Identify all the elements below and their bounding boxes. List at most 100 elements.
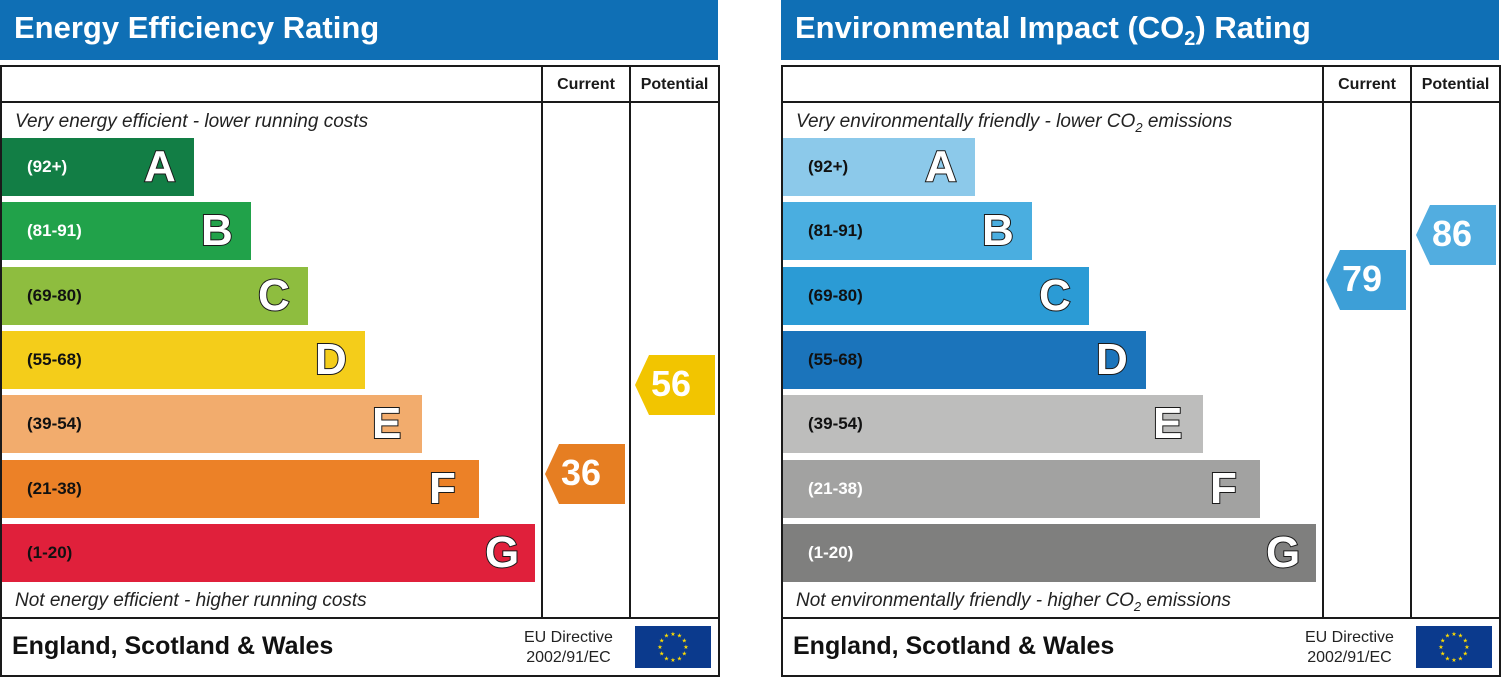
band-range-label: (69-80) (808, 286, 863, 305)
band-letter: G (484, 527, 520, 578)
band-e: (39-54) E (2, 395, 422, 453)
country-label: England, Scotland & Wales (793, 632, 1115, 660)
potential-column-header: Potential (640, 76, 709, 93)
band-range-label: (39-54) (27, 414, 82, 433)
band-c: (69-80) C (783, 267, 1089, 325)
footer-divider (2, 617, 718, 619)
eu-star-icon: ★ (659, 651, 664, 658)
band-letter: B (981, 205, 1015, 256)
footer-divider (783, 617, 1499, 619)
potential-column-divider (629, 67, 631, 617)
eu-star-icon: ★ (682, 638, 687, 645)
band-letter: C (1038, 270, 1072, 321)
eu-star-icon: ★ (1458, 655, 1463, 662)
band-letter: E (1152, 398, 1183, 449)
environment-title-bar: Environmental Impact (CO2) Rating (781, 0, 1499, 60)
current-arrow-shape (1326, 249, 1406, 310)
band-b: (81-91) B (2, 202, 251, 260)
top-desc-end: emissions (1142, 111, 1233, 132)
band-range-label: (21-38) (808, 479, 863, 498)
eu-star-icon: ★ (1463, 638, 1468, 645)
top-desc-main: Very environmentally friendly - lower CO (796, 111, 1136, 132)
energy-title-bar: Energy Efficiency Rating (0, 0, 718, 60)
band-letter: G (1265, 527, 1301, 578)
potential-arrow-shape (635, 355, 715, 416)
top-description: Very energy efficient - lower running co… (15, 111, 369, 132)
band-d: (55-68) D (2, 331, 365, 389)
bottom-desc-sub: 2 (1133, 598, 1142, 614)
band-c: (69-80) C (2, 267, 308, 325)
band-letter: F (1209, 463, 1238, 514)
eu-star-icon: ★ (657, 644, 662, 651)
header-divider (2, 101, 718, 103)
band-letter: B (200, 205, 234, 256)
header-divider (783, 101, 1499, 103)
top-desc-sub: 2 (1135, 119, 1143, 135)
band-range-label: (1-20) (27, 543, 73, 562)
environment-title: Environmental Impact (CO2) Rating (795, 10, 1311, 51)
band-f: (21-38) F (2, 460, 479, 518)
environment-title-sub: 2 (1184, 28, 1196, 51)
band-a: (92+) A (783, 138, 975, 196)
eu-star-icon: ★ (664, 633, 669, 640)
eu-directive-line2: 2002/91/EC (1307, 649, 1392, 666)
band-e: (39-54) E (783, 395, 1203, 453)
eu-flag-icon: ★ ★ ★ ★ ★ ★ ★ ★ ★ ★ ★ ★ (635, 626, 711, 668)
band-g: (1-20) G (783, 524, 1316, 582)
environment-title-main: Environmental Impact (CO (795, 10, 1185, 45)
environment-chart-frame: Current Potential Very environmentally f… (781, 65, 1501, 677)
band-range-label: (21-38) (27, 479, 82, 498)
band-d: (55-68) D (783, 331, 1146, 389)
band-g: (1-20) G (2, 524, 535, 582)
band-range-label: (69-80) (27, 286, 82, 305)
band-range-label: (81-91) (27, 221, 82, 240)
energy-title: Energy Efficiency Rating (14, 10, 380, 45)
potential-column-header: Potential (1421, 76, 1490, 93)
eu-star-icon: ★ (1438, 644, 1443, 651)
band-range-label: (55-68) (27, 350, 82, 369)
bottom-description: Not environmentally friendly - higher CO… (796, 590, 1231, 614)
bottom-desc-main: Not environmentally friendly - higher CO (796, 590, 1134, 611)
eu-star-icon: ★ (664, 655, 669, 662)
eu-star-icon: ★ (1445, 633, 1450, 640)
energy-efficiency-panel: Energy Efficiency Rating Current Potenti… (0, 0, 720, 677)
eu-star-icon: ★ (1440, 638, 1445, 645)
eu-star-icon: ★ (677, 633, 682, 640)
eu-directive: EU Directive 2002/91/EC (1305, 628, 1394, 668)
eu-star-icon: ★ (1451, 657, 1456, 664)
eu-directive-line1: EU Directive (1305, 629, 1394, 646)
eu-star-icon: ★ (1451, 631, 1456, 638)
eu-star-icon: ★ (1445, 655, 1450, 662)
eu-star-icon: ★ (683, 644, 688, 651)
potential-arrow-shape (1416, 205, 1496, 265)
bottom-desc-end: emissions (1141, 590, 1231, 611)
current-column-header: Current (557, 76, 615, 93)
environmental-impact-panel: Environmental Impact (CO2) Rating Curren… (781, 0, 1501, 677)
band-letter: D (1095, 334, 1129, 385)
current-arrow-shape (545, 443, 625, 504)
environment-title-end: ) Rating (1195, 10, 1311, 45)
band-letter: D (314, 334, 348, 385)
band-letter: F (428, 463, 457, 514)
eu-star-icon: ★ (682, 651, 687, 658)
potential-column-divider (1410, 67, 1412, 617)
eu-directive: EU Directive 2002/91/EC (524, 628, 613, 668)
eu-star-icon: ★ (670, 657, 675, 664)
current-column-divider (1322, 67, 1324, 617)
eu-stars: ★★★★★★★★★ ★ ★★ (657, 631, 688, 664)
eu-flag-icon: ★ ★ ★ ★ ★ ★ ★ ★ ★ ★ ★ ★ (1416, 626, 1492, 668)
top-description: Very environmentally friendly - lower CO… (796, 111, 1232, 135)
eu-stars: ★★★★★★★★★ ★ ★★ (1438, 631, 1469, 664)
band-range-label: (92+) (808, 157, 849, 176)
country-label: England, Scotland & Wales (12, 632, 334, 660)
band-range-label: (55-68) (808, 350, 863, 369)
band-range-label: (92+) (27, 157, 68, 176)
band-letter: A (924, 141, 958, 192)
band-letter: E (371, 398, 402, 449)
eu-directive-line2: 2002/91/EC (526, 649, 611, 666)
band-range-label: (39-54) (808, 414, 863, 433)
band-b: (81-91) B (783, 202, 1032, 260)
eu-star-icon: ★ (659, 638, 664, 645)
band-range-label: (81-91) (808, 221, 863, 240)
eu-star-icon: ★ (1463, 651, 1468, 658)
